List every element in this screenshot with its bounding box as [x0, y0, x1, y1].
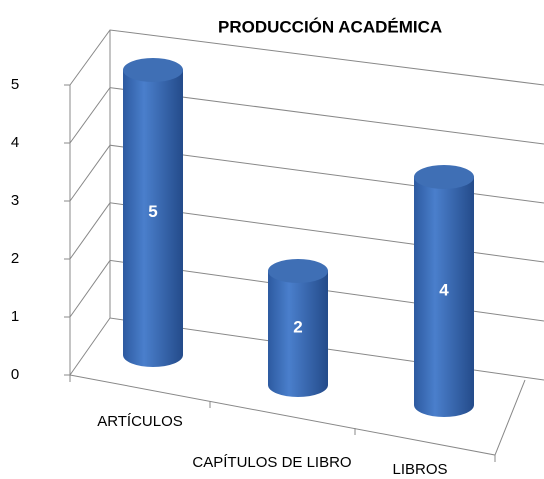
grid-line: [69, 29, 544, 86]
x-tick-label: ARTÍCULOS: [97, 413, 183, 430]
grid-line: [69, 317, 544, 381]
cylinder-top: [123, 58, 183, 82]
x-tick-label: CAPÍTULOS DE LIBRO: [192, 454, 351, 471]
data-label: 2: [293, 317, 302, 336]
grid-line: [69, 259, 544, 322]
y-tick-label: 4: [11, 134, 19, 151]
cylinder-body: [268, 271, 328, 397]
y-tick-label: 2: [11, 250, 19, 267]
y-tick-label: 0: [11, 366, 19, 383]
data-label: 4: [439, 280, 449, 299]
cylinder-top: [268, 259, 328, 283]
cylinder-body: [414, 177, 474, 417]
y-tick-label: 3: [11, 192, 19, 209]
y-tick-label: 1: [11, 308, 19, 325]
cylinder-body: [123, 70, 183, 367]
x-tick-label: LIBROS: [392, 461, 447, 478]
data-label: 5: [148, 202, 157, 221]
grid-line: [69, 202, 544, 263]
y-tick-label: 5: [11, 76, 19, 93]
cylinder-top: [414, 165, 474, 189]
grid-line: [69, 87, 544, 145]
grid-line: [69, 144, 544, 204]
chart-title: PRODUCCIÓN ACADÉMICA: [218, 17, 442, 36]
